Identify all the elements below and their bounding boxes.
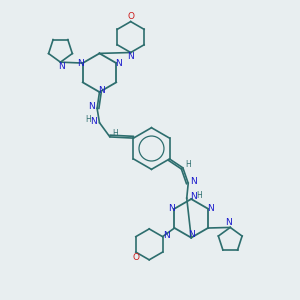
Text: N: N [77,58,84,68]
Text: O: O [132,253,139,262]
Text: N: N [115,58,122,68]
Text: H: H [196,191,202,200]
Text: N: N [190,177,197,186]
Text: N: N [190,192,197,201]
Text: N: N [90,117,97,126]
Text: N: N [88,102,95,111]
Text: N: N [225,218,232,226]
Text: N: N [58,62,65,71]
Text: N: N [207,204,214,213]
Text: H: H [112,129,118,138]
Text: N: N [188,230,195,238]
Text: H: H [85,115,91,124]
Text: N: N [163,231,169,240]
Text: N: N [168,204,175,213]
Text: N: N [127,52,134,62]
Text: N: N [98,86,105,95]
Text: H: H [185,160,191,169]
Text: O: O [127,12,134,21]
